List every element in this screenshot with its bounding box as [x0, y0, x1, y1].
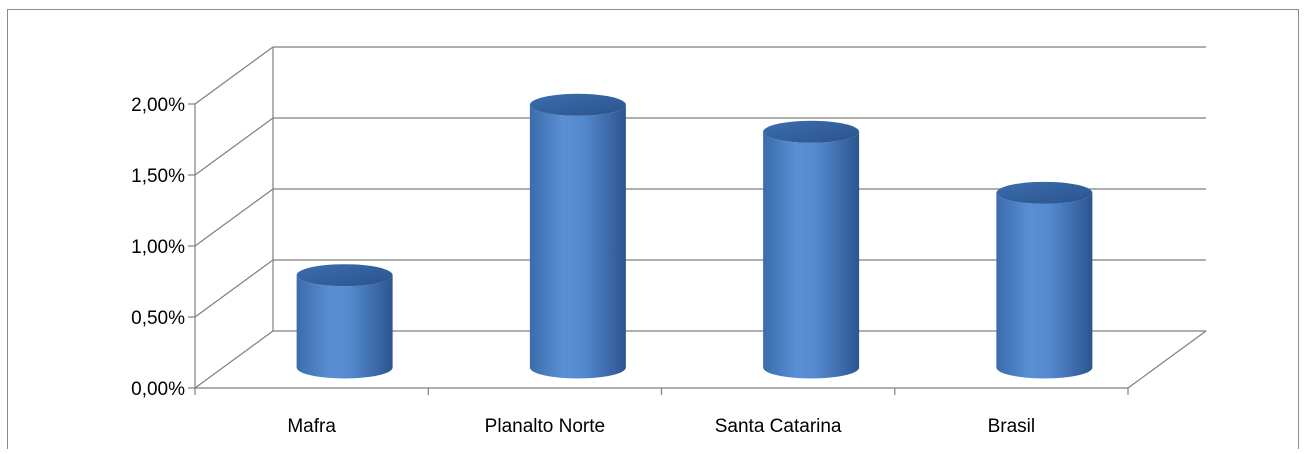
- y-tick-label: 0,50%: [131, 308, 185, 329]
- side-wall-gridline: [194, 259, 274, 318]
- side-wall-gridline: [194, 46, 274, 105]
- bar-body: [296, 275, 393, 379]
- chart-frame: [7, 9, 1299, 449]
- bar-body: [763, 131, 860, 379]
- x-category-label: Planalto Norte: [485, 416, 605, 437]
- bar-top: [529, 93, 626, 116]
- bar-body: [529, 104, 626, 379]
- bar-cylinder: [529, 93, 626, 379]
- x-category-label: Santa Catarina: [715, 416, 842, 437]
- y-tick-label: 0,00%: [131, 379, 185, 400]
- axis-layer: [188, 103, 1129, 395]
- y-tick-label: 1,50%: [131, 166, 185, 187]
- y-tick-label: 2,00%: [131, 95, 185, 116]
- grid-layer: [194, 46, 1207, 389]
- y-tick-label: 1,00%: [131, 237, 185, 258]
- bar-body: [996, 192, 1093, 379]
- bar-cylinder: [763, 120, 860, 379]
- floor-edge: [1127, 330, 1207, 389]
- side-wall-gridline: [194, 330, 274, 389]
- x-category-label: Mafra: [287, 416, 336, 437]
- bars-layer: [296, 93, 1093, 379]
- side-wall-gridline: [194, 188, 274, 247]
- bar-top: [996, 181, 1093, 204]
- bar-top: [763, 120, 860, 143]
- bar-top: [296, 264, 393, 287]
- side-wall-gridline: [194, 117, 274, 176]
- labels-layer: 0,00% 0,50% 1,00% 1,50% 2,00% Mafra Planalto N…: [131, 95, 1035, 437]
- x-category-label: Brasil: [988, 416, 1036, 437]
- bar-cylinder: [996, 181, 1093, 379]
- bar-cylinder: [296, 264, 393, 379]
